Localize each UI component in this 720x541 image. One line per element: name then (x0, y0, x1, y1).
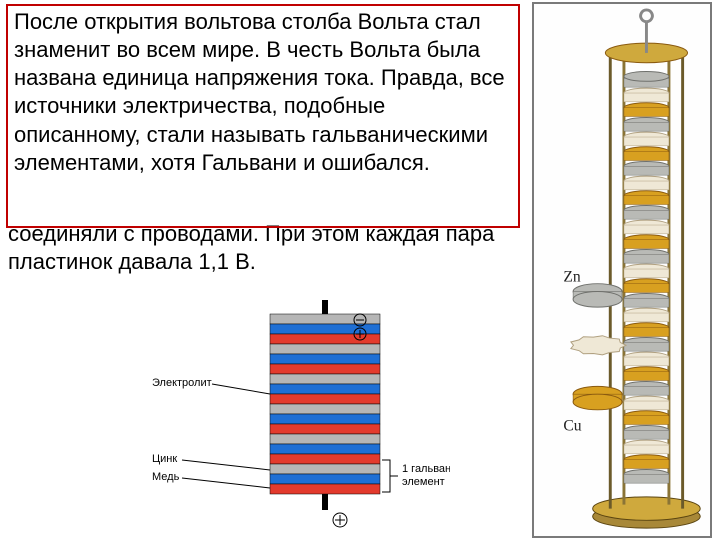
label-copper: Медь (152, 471, 180, 483)
label-galvanic-2: элемент (402, 476, 445, 488)
schematic-svg: Электролит Цинк Медь 1 гальванический эл… (120, 300, 450, 536)
pile-svg: Zn Cu (534, 4, 710, 536)
schematic-diagram: Электролит Цинк Медь 1 гальванический эл… (120, 300, 450, 536)
label-cu: Cu (563, 417, 581, 434)
label-electrolyte: Электролит (152, 377, 212, 389)
background-paragraph-text: соединяли с проводами. При этом каждая п… (8, 221, 494, 274)
label-galvanic-1: 1 гальванический (402, 463, 450, 475)
label-zinc: Цинк (152, 453, 177, 465)
callout-paragraph: После открытия вольтова столба Вольта ст… (14, 8, 512, 177)
voltaic-pile-illustration: Zn Cu (532, 2, 712, 538)
label-zn: Zn (563, 269, 581, 286)
